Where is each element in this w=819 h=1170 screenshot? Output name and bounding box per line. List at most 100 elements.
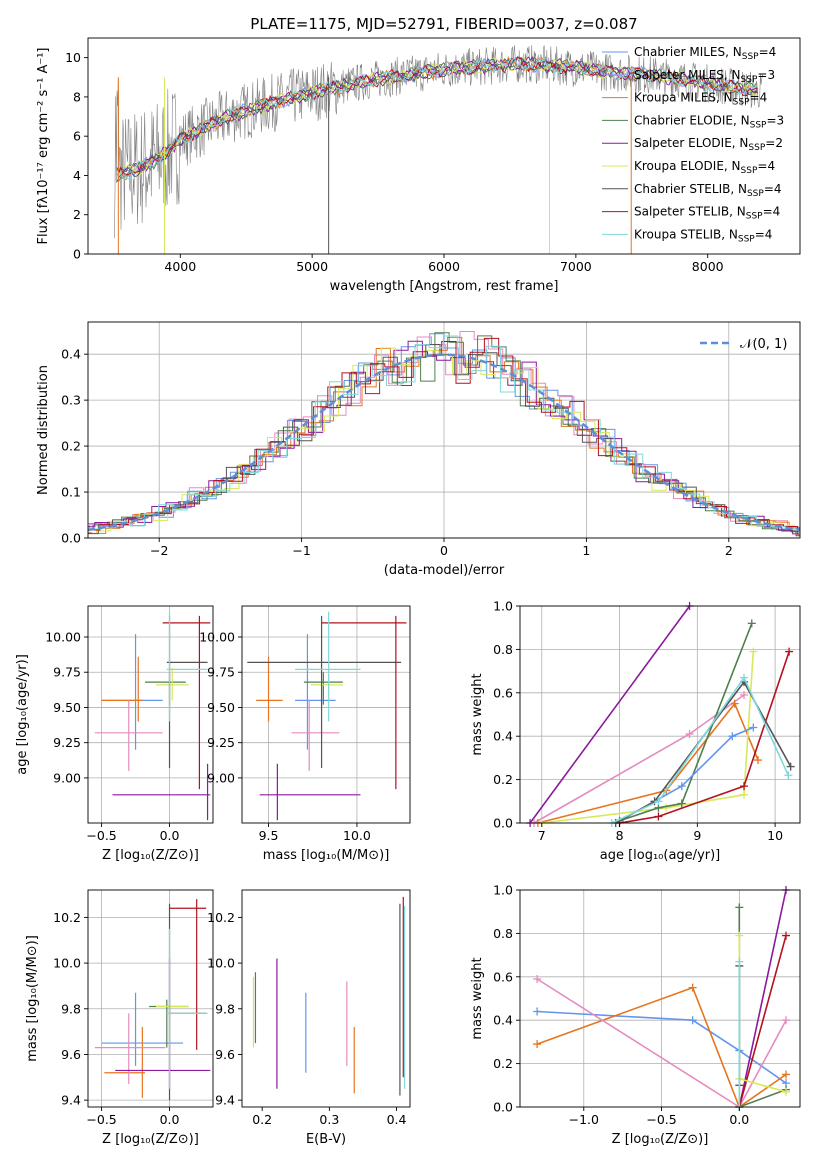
mass-weight-marker (782, 1070, 790, 1079)
mass-vs-metallicity-panel: −0.5 0.0 9.4 9.6 9.8 10.0 10.2 Z [log₁₀(Z/Z⊙)] m… (25, 889, 214, 1147)
mass-weight-marker (654, 812, 663, 821)
plot-frame (519, 889, 801, 1108)
x-tick-label: −2 (150, 543, 168, 558)
mass-weight-marker (740, 790, 748, 799)
plot-area (520, 606, 800, 823)
mass-weight-line (529, 605, 691, 824)
y-tick-label: 9.8 (61, 1001, 81, 1016)
spectrum-legend: Chabrier MILES, NSSP=4 Salpeter MILES, NS… (602, 45, 784, 244)
y-tick-label: 1.0 (493, 599, 513, 614)
mass-weight-vs-age-panel: 7 8 9 10 0.0 0.2 0.4 0.6 0.8 1.0 age [log₁₀(age/yr… (470, 599, 801, 863)
residual-histogram-step (88, 337, 800, 535)
legend-entry: Salpeter ELODIE, NSSP=2 (634, 136, 783, 153)
y-tick-label: 9.4 (61, 1093, 81, 1108)
legend-entry: Chabrier ELODIE, NSSP=3 (634, 113, 784, 130)
x-tick-label: −0.5 (646, 1112, 676, 1127)
y-tick-label: 0.4 (493, 1013, 513, 1028)
weight-lines (526, 602, 795, 827)
residual-histogram-step (88, 332, 800, 533)
mass-weight-marker (782, 1087, 790, 1096)
mass-weight-marker (740, 690, 748, 699)
mass-weight-line (619, 651, 790, 824)
y-tick-label: 9.50 (53, 700, 81, 715)
x-tick-label: 8 (616, 828, 624, 843)
plot-frame (241, 889, 411, 1108)
x-tick-label: 10.0 (343, 828, 371, 843)
mass-weight-marker (688, 1016, 697, 1025)
y-axis-label: Flux [fλ10⁻¹⁷ erg cm⁻² s⁻¹ A⁻¹] (36, 48, 51, 245)
y-tick-label: 0.1 (61, 485, 81, 500)
x-tick-label: 7000 (560, 259, 592, 274)
y-tick-label: 1.0 (493, 883, 513, 898)
mass-weight-line (536, 986, 787, 1109)
x-tick-label: 0.0 (729, 1112, 749, 1127)
y-tick-label: 2 (73, 207, 81, 222)
mass-weight-marker (533, 1040, 542, 1049)
y-tick-label: 0.0 (493, 1100, 513, 1115)
mass-weight-marker (747, 619, 756, 628)
y-tick-label: 10.2 (207, 910, 235, 925)
y-axis-label: Normed distribution (36, 365, 51, 495)
y-tick-label: 10 (65, 50, 81, 65)
x-tick-label: 0.4 (387, 1112, 407, 1127)
x-axis-label: age [log₁₀(age/yr)] (600, 848, 721, 863)
y-tick-label: 10.2 (53, 910, 81, 925)
mass-weight-line (619, 623, 753, 822)
mass-weight-line (738, 935, 787, 1108)
x-tick-label: 0.0 (160, 1112, 180, 1127)
observed-spectrum-line (114, 45, 764, 239)
y-tick-label: 10.0 (207, 956, 235, 971)
mass-weight-marker (784, 771, 793, 780)
errorbar-marks (247, 611, 407, 821)
y-axis-label: mass [log₁₀(M/M⊙)] (25, 935, 40, 1062)
mass-weight-marker (688, 983, 697, 992)
y-axis-label: mass weight (470, 957, 485, 1039)
x-tick-label: 8000 (692, 259, 724, 274)
y-tick-label: 0.8 (493, 642, 513, 657)
x-tick-label: 4000 (164, 259, 196, 274)
y-tick-label: 0.4 (493, 729, 513, 744)
mass-weight-marker (677, 782, 686, 791)
model-spectrum-line (116, 56, 758, 180)
plot-area (242, 890, 410, 1107)
plot-area (88, 606, 213, 823)
legend-entry: Salpeter STELIB, NSSP=4 (634, 205, 780, 222)
mass-weight-marker (754, 756, 762, 765)
mass-weight-marker (785, 647, 794, 656)
x-axis-label: Z [log₁₀(Z/Z⊙)] (102, 848, 199, 863)
y-tick-label: 0.6 (493, 969, 513, 984)
mass-weight-line (541, 651, 755, 824)
errorbar-marks (94, 899, 211, 1101)
y-axis-label: age [log₁₀(age/yr)] (15, 654, 30, 775)
x-tick-label: 6000 (428, 259, 460, 274)
x-axis-label: (data-model)/error (384, 563, 505, 578)
x-tick-label: −1.0 (569, 1112, 599, 1127)
y-tick-label: 9.25 (53, 735, 81, 750)
y-tick-label: 0.0 (493, 816, 513, 831)
mass-weight-marker (786, 762, 795, 771)
legend-entry: Kroupa ELODIE, NSSP=4 (634, 159, 775, 176)
mass-weight-marker (728, 732, 737, 741)
plot-area (88, 890, 213, 1107)
y-tick-label: 9.50 (207, 700, 235, 715)
mass-weight-marker (740, 673, 748, 682)
legend-entry: Kroupa MILES, NSSP=4 (634, 91, 767, 108)
x-tick-label: −0.5 (86, 828, 116, 843)
mass-weight-marker (662, 803, 671, 812)
x-tick-label: 7 (538, 828, 546, 843)
x-tick-label: 0.3 (319, 1112, 339, 1127)
x-axis-label: E(B-V) (306, 1132, 346, 1147)
residual-histogram-step (88, 347, 800, 534)
y-tick-label: 4 (73, 168, 81, 183)
x-axis-label: Z [log₁₀(Z/Z⊙)] (102, 1132, 199, 1147)
model-spectrum-line (116, 55, 758, 178)
mass-weight-marker (749, 723, 758, 732)
x-axis-label: Z [log₁₀(Z/Z⊙)] (612, 1132, 709, 1147)
mass-vs-ebv-panel: 0.2 0.3 0.4 9.4 9.6 9.8 10.0 10.2 E(B-V) (207, 889, 411, 1147)
y-tick-label: 0.3 (61, 393, 81, 408)
y-tick-label: 0.2 (61, 439, 81, 454)
y-tick-label: 10.0 (53, 956, 81, 971)
x-tick-label: −0.5 (86, 1112, 116, 1127)
model-spectrum-line (116, 55, 758, 182)
